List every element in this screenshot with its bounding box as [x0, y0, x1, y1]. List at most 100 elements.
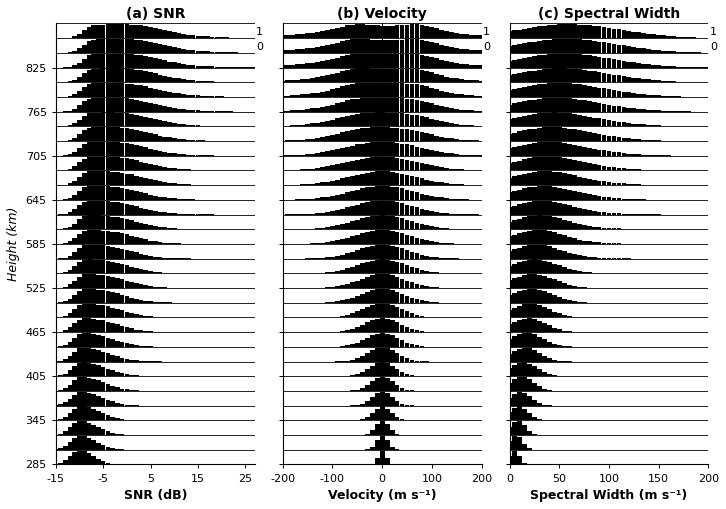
- Bar: [557, 53, 562, 68]
- Bar: [115, 434, 120, 435]
- Bar: [129, 54, 134, 68]
- Bar: [148, 42, 153, 53]
- Bar: [182, 154, 186, 156]
- Bar: [522, 377, 527, 391]
- Bar: [191, 169, 195, 171]
- Bar: [86, 260, 91, 273]
- Bar: [96, 127, 101, 141]
- Bar: [330, 211, 335, 215]
- Bar: [542, 215, 547, 229]
- Bar: [430, 72, 434, 82]
- Bar: [576, 24, 582, 38]
- Bar: [527, 173, 532, 185]
- Bar: [404, 405, 409, 406]
- Bar: [415, 222, 420, 229]
- Bar: [409, 375, 415, 376]
- Bar: [355, 220, 359, 229]
- Bar: [139, 346, 143, 347]
- Bar: [125, 296, 129, 303]
- Bar: [305, 154, 310, 156]
- Bar: [335, 73, 340, 82]
- Bar: [139, 208, 143, 215]
- Bar: [542, 25, 547, 38]
- Bar: [572, 160, 576, 171]
- Bar: [607, 136, 611, 141]
- Bar: [395, 128, 399, 141]
- Bar: [395, 247, 399, 259]
- Bar: [454, 184, 459, 185]
- Bar: [444, 46, 449, 53]
- Bar: [290, 170, 295, 171]
- Bar: [651, 80, 656, 82]
- Bar: [325, 227, 330, 229]
- Bar: [439, 152, 444, 156]
- Bar: [355, 99, 359, 111]
- Bar: [375, 83, 380, 97]
- Bar: [360, 144, 364, 156]
- Bar: [63, 460, 68, 465]
- Bar: [73, 238, 77, 244]
- Bar: [153, 43, 158, 53]
- Bar: [129, 375, 134, 376]
- Bar: [527, 333, 532, 347]
- Bar: [527, 71, 532, 82]
- Bar: [295, 34, 300, 38]
- Bar: [195, 155, 200, 156]
- Bar: [562, 173, 567, 185]
- Bar: [295, 125, 300, 126]
- Bar: [186, 214, 191, 215]
- Bar: [96, 396, 101, 406]
- Bar: [611, 243, 616, 244]
- Bar: [602, 181, 606, 185]
- Bar: [562, 53, 567, 68]
- Bar: [285, 50, 290, 53]
- Bar: [522, 261, 527, 273]
- Bar: [305, 124, 310, 126]
- Bar: [86, 378, 91, 391]
- Bar: [552, 25, 557, 38]
- Bar: [335, 58, 340, 68]
- Bar: [404, 39, 409, 53]
- Bar: [167, 137, 172, 141]
- Bar: [522, 444, 527, 450]
- Bar: [129, 236, 134, 244]
- Bar: [409, 282, 415, 288]
- Bar: [139, 300, 143, 303]
- Bar: [380, 171, 385, 185]
- Bar: [517, 59, 522, 68]
- Bar: [82, 187, 86, 200]
- Bar: [320, 228, 325, 229]
- Bar: [522, 159, 527, 171]
- Bar: [364, 369, 370, 376]
- Bar: [380, 98, 385, 111]
- Bar: [607, 59, 611, 68]
- Bar: [562, 315, 567, 318]
- Bar: [454, 199, 459, 200]
- Bar: [632, 184, 636, 185]
- Bar: [68, 413, 73, 420]
- Bar: [335, 301, 340, 303]
- Bar: [557, 98, 562, 111]
- Bar: [592, 164, 597, 171]
- Bar: [101, 321, 105, 332]
- Bar: [420, 70, 425, 82]
- Bar: [364, 158, 370, 171]
- Bar: [144, 87, 148, 97]
- Bar: [58, 302, 63, 303]
- Bar: [399, 419, 404, 420]
- Bar: [567, 159, 571, 171]
- Bar: [163, 167, 167, 171]
- Bar: [627, 92, 632, 97]
- Bar: [63, 214, 68, 215]
- Bar: [300, 49, 305, 53]
- Bar: [68, 456, 73, 465]
- Bar: [68, 285, 73, 288]
- Bar: [163, 45, 167, 53]
- Bar: [542, 157, 547, 171]
- Bar: [607, 258, 611, 259]
- Bar: [434, 272, 439, 273]
- Bar: [597, 181, 601, 185]
- Bar: [415, 284, 420, 288]
- Bar: [101, 461, 105, 465]
- Bar: [355, 205, 359, 215]
